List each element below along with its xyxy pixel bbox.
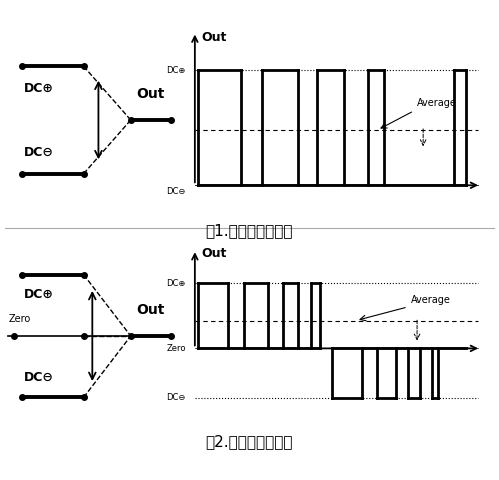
Text: DC⊕: DC⊕ — [166, 279, 186, 288]
Text: DC⊕: DC⊕ — [24, 288, 54, 301]
Text: Zero: Zero — [166, 344, 186, 353]
Text: 图1.两电平拓扑结构: 图1.两电平拓扑结构 — [206, 223, 293, 238]
Text: Average: Average — [417, 98, 457, 108]
Text: DC⊖: DC⊖ — [24, 371, 54, 384]
Text: Out: Out — [137, 303, 165, 317]
Text: DC⊖: DC⊖ — [166, 394, 186, 402]
Text: DC⊖: DC⊖ — [166, 187, 186, 196]
Text: DC⊕: DC⊕ — [166, 66, 186, 74]
Text: Out: Out — [201, 247, 227, 260]
Text: 图2.三电平拓扑结构: 图2.三电平拓扑结构 — [206, 434, 293, 449]
Text: Out: Out — [201, 31, 227, 44]
Text: DC⊕: DC⊕ — [24, 82, 54, 95]
Text: Out: Out — [137, 87, 165, 101]
Text: DC⊖: DC⊖ — [24, 145, 54, 158]
Text: Average: Average — [411, 295, 451, 305]
Text: Zero: Zero — [8, 314, 31, 324]
